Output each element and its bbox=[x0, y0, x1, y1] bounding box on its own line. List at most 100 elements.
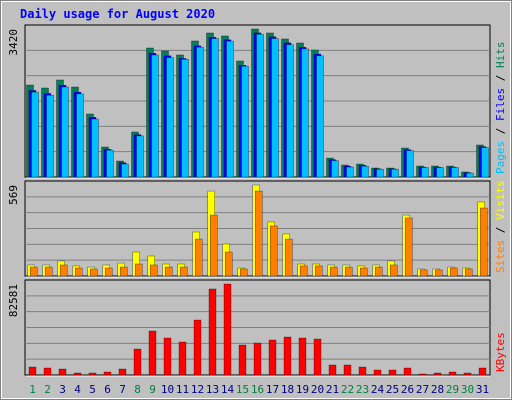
bar bbox=[450, 267, 458, 277]
legend-separator: / bbox=[494, 68, 507, 88]
bar bbox=[210, 214, 218, 277]
bar bbox=[133, 348, 142, 376]
bar bbox=[240, 268, 248, 277]
legend-entry: Files bbox=[494, 88, 507, 121]
legend: Pages / Files / Hits bbox=[494, 42, 507, 175]
bar bbox=[180, 266, 188, 277]
bar bbox=[285, 238, 293, 277]
x-tick-label: 27 bbox=[416, 383, 429, 396]
x-tick-label: 15 bbox=[236, 383, 249, 396]
bar bbox=[91, 118, 99, 178]
bar bbox=[403, 367, 412, 376]
bar bbox=[420, 269, 428, 277]
bar bbox=[28, 366, 37, 376]
bar bbox=[120, 266, 128, 277]
bar bbox=[435, 269, 443, 277]
bar bbox=[238, 344, 247, 376]
bar bbox=[315, 265, 323, 277]
bar bbox=[208, 288, 217, 376]
x-tick-label: 28 bbox=[431, 383, 444, 396]
bar bbox=[76, 93, 84, 178]
bar bbox=[286, 44, 294, 178]
bar bbox=[376, 168, 384, 178]
bar bbox=[345, 266, 353, 277]
bar bbox=[270, 225, 278, 277]
bar bbox=[300, 265, 308, 277]
bar bbox=[163, 337, 172, 376]
x-tick-label: 14 bbox=[221, 383, 235, 396]
bar bbox=[75, 267, 83, 277]
bar bbox=[58, 368, 67, 376]
bar bbox=[480, 207, 488, 277]
x-tick-label: 22 bbox=[341, 383, 354, 396]
legend: KBytes bbox=[494, 332, 507, 372]
x-tick-label: 10 bbox=[161, 383, 174, 396]
bar bbox=[150, 264, 158, 277]
bar bbox=[268, 339, 277, 376]
bar bbox=[358, 366, 367, 376]
bar bbox=[88, 372, 97, 376]
bar bbox=[406, 150, 414, 178]
x-tick-label: 7 bbox=[119, 383, 126, 396]
x-tick-label: 23 bbox=[356, 383, 369, 396]
bar bbox=[136, 135, 144, 178]
bar bbox=[151, 54, 159, 178]
legend-entry: KBytes bbox=[494, 332, 507, 372]
bar bbox=[135, 263, 143, 277]
bar bbox=[391, 168, 399, 178]
x-tick-label: 16 bbox=[251, 383, 264, 396]
bar bbox=[195, 238, 203, 277]
x-tick-label: 17 bbox=[266, 383, 279, 396]
bar bbox=[166, 57, 174, 178]
bar bbox=[103, 371, 112, 376]
x-tick-label: 6 bbox=[104, 383, 111, 396]
x-tick-label: 29 bbox=[446, 383, 459, 396]
bar bbox=[255, 190, 263, 277]
bar bbox=[226, 40, 234, 178]
bar bbox=[178, 341, 187, 376]
bar bbox=[313, 338, 322, 376]
x-tick-label: 18 bbox=[281, 383, 294, 396]
bar bbox=[271, 38, 279, 178]
legend-separator: / bbox=[494, 220, 507, 240]
bar bbox=[90, 268, 98, 277]
bar bbox=[481, 147, 489, 178]
bar bbox=[253, 342, 262, 376]
bar bbox=[46, 94, 54, 178]
bar bbox=[373, 369, 382, 376]
bar bbox=[118, 368, 127, 376]
bar bbox=[45, 266, 53, 277]
bar bbox=[478, 367, 487, 376]
bar bbox=[105, 267, 113, 277]
bar bbox=[165, 266, 173, 277]
bar bbox=[30, 266, 38, 277]
x-tick-label: 30 bbox=[461, 383, 474, 396]
x-tick-label: 2 bbox=[44, 383, 51, 396]
x-tick-label: 3 bbox=[59, 383, 66, 396]
x-tick-label: 24 bbox=[371, 383, 385, 396]
bar bbox=[331, 160, 339, 178]
x-tick-label: 26 bbox=[401, 383, 414, 396]
x-tick-label: 8 bbox=[134, 383, 141, 396]
bar bbox=[328, 364, 337, 376]
bar bbox=[343, 364, 352, 376]
bar bbox=[283, 336, 292, 376]
x-tick-label: 11 bbox=[176, 383, 189, 396]
bar bbox=[61, 86, 69, 178]
bar bbox=[421, 167, 429, 178]
x-tick-label: 19 bbox=[296, 383, 309, 396]
x-tick-label: 5 bbox=[89, 383, 96, 396]
bar bbox=[463, 372, 472, 376]
x-tick-label: 21 bbox=[326, 383, 339, 396]
bar bbox=[121, 163, 129, 178]
bar bbox=[330, 266, 338, 277]
bar bbox=[433, 372, 442, 376]
bar bbox=[390, 264, 398, 277]
legend-separator: / bbox=[494, 121, 507, 141]
bar bbox=[405, 217, 413, 277]
bar bbox=[225, 251, 233, 277]
bar bbox=[256, 33, 264, 178]
bar bbox=[448, 371, 457, 376]
